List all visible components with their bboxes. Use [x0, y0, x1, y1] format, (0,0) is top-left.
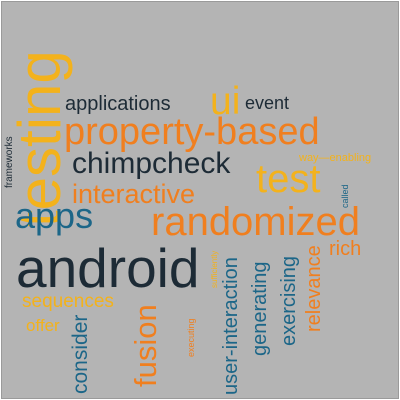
word-chimpcheck: chimpcheck: [72, 147, 231, 180]
word-way-enabling: way—enabling: [299, 152, 372, 164]
word-generating: generating: [249, 261, 271, 356]
word-applications: applications: [65, 93, 171, 115]
word-exercising: exercising: [278, 255, 300, 346]
word-offer: offer: [26, 316, 60, 335]
word-test: test: [256, 157, 321, 201]
word-fusion: fusion: [128, 304, 163, 387]
word-sequences: sequences: [22, 291, 114, 312]
word-property-based: property-based: [64, 111, 320, 153]
word-consider: consider: [69, 314, 92, 394]
word-apps: apps: [15, 195, 94, 236]
word-randomized: randomized: [151, 200, 361, 244]
word-android: android: [16, 237, 200, 299]
word-executing: executing: [186, 318, 196, 357]
word-event: event: [245, 93, 290, 113]
word-user-interaction: user-interaction: [220, 257, 242, 395]
word-frameworks: frameworks: [4, 136, 15, 188]
word-interactive: interactive: [72, 179, 196, 209]
word-rich: rich: [329, 238, 362, 260]
word-ui: ui: [210, 80, 241, 123]
word-relevance: relevance: [303, 245, 325, 332]
word-sufficiently: sufficiently: [210, 250, 219, 288]
